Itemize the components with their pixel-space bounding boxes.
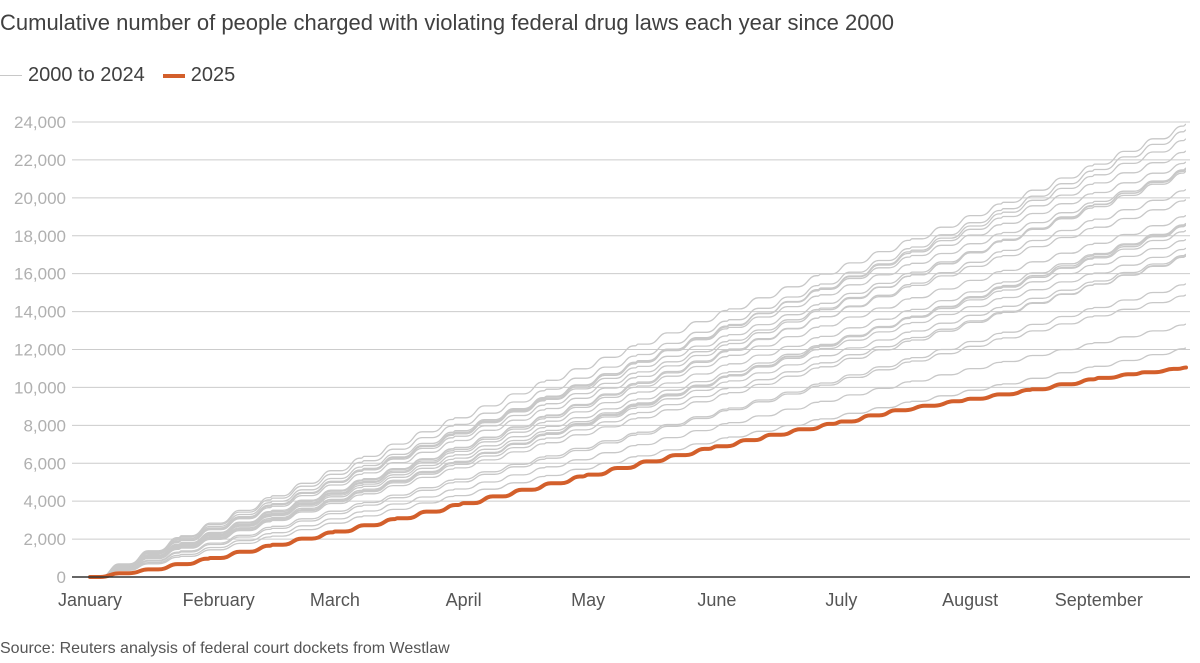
historic-series-line bbox=[90, 323, 1187, 578]
historic-series-line bbox=[90, 294, 1187, 578]
historic-series-line bbox=[90, 199, 1187, 578]
x-tick-label: January bbox=[58, 590, 122, 610]
x-tick-label: May bbox=[571, 590, 605, 610]
legend-swatch-current bbox=[162, 73, 185, 78]
legend-label-current: 2025 bbox=[190, 64, 236, 86]
x-tick-label: September bbox=[1055, 590, 1143, 610]
historic-series-line bbox=[90, 255, 1187, 578]
y-tick-label: 8,000 bbox=[23, 416, 66, 435]
legend: 2000 to 2024 2025 bbox=[0, 64, 253, 87]
historic-series-line bbox=[90, 167, 1187, 578]
y-tick-label: 10,000 bbox=[14, 378, 66, 397]
legend-label-historic: 2000 to 2024 bbox=[28, 64, 145, 86]
y-tick-label: 0 bbox=[57, 568, 66, 587]
x-tick-label: April bbox=[446, 590, 482, 610]
historic-series-line bbox=[90, 123, 1187, 578]
legend-swatch-historic bbox=[0, 75, 22, 76]
historic-series-line bbox=[90, 169, 1187, 578]
x-tick-label: July bbox=[825, 590, 857, 610]
x-tick-label: June bbox=[697, 590, 736, 610]
series-line-2025 bbox=[88, 365, 1188, 579]
historic-series-line bbox=[90, 214, 1187, 578]
historic-series-line bbox=[90, 223, 1187, 578]
y-tick-label: 18,000 bbox=[14, 227, 66, 246]
historic-series-line bbox=[90, 129, 1187, 578]
x-tick-label: August bbox=[942, 590, 998, 610]
current-line-layer bbox=[88, 365, 1188, 579]
y-tick-label: 12,000 bbox=[14, 341, 66, 360]
historic-series-line bbox=[90, 229, 1187, 578]
y-tick-label: 24,000 bbox=[14, 113, 66, 132]
tick-labels-layer: 0 2,000 4,000 6,000 8,000 10,000 12,000 14,000 1… bbox=[14, 113, 1143, 610]
historic-series-line bbox=[90, 254, 1187, 578]
y-tick-label: 22,000 bbox=[14, 151, 66, 170]
x-tick-label: March bbox=[310, 590, 360, 610]
historic-series-line bbox=[90, 222, 1187, 578]
line-chart: 0 2,000 4,000 6,000 8,000 10,000 12,000 14,000 1… bbox=[14, 113, 1190, 610]
x-tick-label: February bbox=[183, 590, 255, 610]
y-tick-label: 14,000 bbox=[14, 303, 66, 322]
historic-lines-layer bbox=[90, 123, 1187, 578]
historic-series-line bbox=[90, 347, 1187, 578]
legend-item-historic: 2000 to 2024 bbox=[0, 64, 145, 87]
chart-title: Cumulative number of people charged with… bbox=[0, 10, 894, 35]
historic-series-line bbox=[90, 283, 1187, 578]
grid-layer bbox=[72, 121, 1190, 540]
y-tick-label: 2,000 bbox=[23, 530, 66, 549]
y-tick-label: 4,000 bbox=[23, 492, 66, 511]
historic-series-line bbox=[90, 188, 1187, 578]
historic-series-line bbox=[90, 224, 1187, 578]
y-tick-label: 6,000 bbox=[23, 454, 66, 473]
legend-item-current: 2025 bbox=[162, 64, 236, 87]
y-tick-label: 20,000 bbox=[14, 189, 66, 208]
y-tick-label: 16,000 bbox=[14, 265, 66, 284]
source-note: Source: Reuters analysis of federal cour… bbox=[0, 640, 450, 657]
